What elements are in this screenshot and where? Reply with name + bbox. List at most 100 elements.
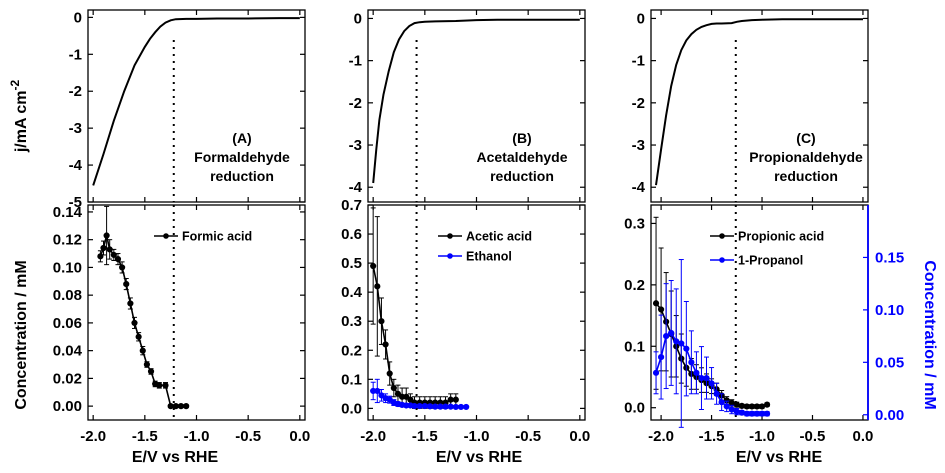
y-tick-label: -3	[69, 120, 82, 137]
data-point	[390, 384, 397, 392]
data-point	[693, 369, 700, 376]
panel-A_top: 0 -1 -2 -3 -4 -5 (A) Formaldehyde reduction	[69, 9, 306, 211]
x-tick-label: -2.0	[648, 428, 674, 445]
panel-B_bottom: -2.0 -1.5 -1.0 -0.5 0.0 0.0 0.1 0.2 0.3 0.4 0.5 0.6…	[341, 197, 590, 445]
y-tick-label: 0	[637, 10, 645, 27]
data-point	[452, 403, 459, 411]
legend-label: Acetic acid	[466, 230, 532, 244]
panel-annotation: Propionaldehyde	[749, 149, 863, 165]
y-tick-label: 0.0	[341, 400, 362, 417]
panel-annotation: Formaldehyde	[194, 149, 290, 165]
data-point	[162, 382, 169, 389]
y-tick-label: 0.7	[341, 197, 362, 214]
data-point	[177, 403, 185, 410]
x-tick-label: -1.0	[464, 428, 490, 445]
legend-marker	[447, 233, 453, 239]
y-tick-label: 0.2	[624, 277, 645, 294]
y-tick-label: 0.1	[341, 371, 362, 388]
y-tick-label: 0.00	[53, 398, 82, 415]
data-point	[119, 264, 126, 271]
x-tick-label: -1.0	[749, 428, 775, 445]
data-point	[426, 403, 434, 410]
data-point	[103, 232, 110, 239]
data-point	[748, 410, 756, 417]
data-point	[374, 283, 381, 290]
y-tick-label: -3	[632, 137, 645, 154]
legend-marker	[719, 233, 725, 239]
panel-C_top: 0 -1 -2 -3 -4 (C) Propionaldehyde reduction	[632, 9, 869, 203]
legend-marker	[719, 257, 725, 263]
panel-annotation: (C)	[796, 130, 815, 146]
y-tick-label: 0.10	[53, 259, 82, 276]
data-point	[416, 402, 423, 410]
legend-marker	[163, 233, 169, 239]
data-point	[123, 280, 130, 288]
data-point	[382, 341, 389, 348]
data-point	[668, 329, 675, 337]
data-point	[763, 401, 771, 408]
x-tick-label: -1.5	[132, 428, 158, 445]
x-tick-label: -1.5	[699, 428, 725, 445]
legend-label: Propionic acid	[738, 230, 824, 244]
data-point	[657, 306, 665, 313]
data-point	[652, 369, 660, 376]
data-point	[394, 390, 402, 397]
data-point	[758, 410, 766, 417]
data-point	[703, 374, 710, 382]
data-point	[447, 396, 454, 403]
y-tick-label: 0.5	[341, 255, 362, 272]
x-tick-label: -2.0	[360, 428, 386, 445]
y-tick-label: 0.14	[53, 204, 83, 221]
data-point	[421, 402, 428, 410]
data-point	[743, 403, 750, 410]
data-point	[127, 300, 134, 307]
data-point	[100, 244, 107, 252]
ylabel-bottom-left: Concentration / mM	[13, 260, 30, 409]
data-point	[172, 403, 179, 410]
data-point	[738, 409, 745, 416]
panel-B_top: 0 -1 -2 -3 -4 (B) Acetaldehyde reduction	[349, 9, 586, 203]
y-tick-label: -5	[69, 194, 82, 211]
data-point	[442, 403, 449, 410]
data-point	[457, 403, 465, 411]
legend-label: Formic acid	[182, 230, 252, 244]
panel-A_bottom: -2.0 -1.5 -1.0 -0.5 0.0 0.00 0.02 0.04 0.06 0.08 0…	[53, 204, 310, 445]
data-point	[758, 403, 766, 410]
data-point	[139, 347, 146, 354]
xlabel-c: E/V vs RHE	[736, 449, 823, 466]
y-tick-label: 0.3	[624, 215, 645, 232]
data-point	[386, 370, 393, 377]
data-point	[147, 368, 155, 375]
legend-label: 1-Propanol	[738, 254, 803, 268]
x-tick-label: -0.5	[235, 428, 261, 445]
data-point	[708, 380, 715, 387]
series-line	[92, 17, 300, 186]
y-tick-label: 0.1	[624, 338, 645, 355]
data-point	[183, 403, 190, 410]
y-tick-label: 0.0	[624, 400, 645, 417]
data-point	[733, 408, 740, 415]
y-tick-label: 0	[354, 10, 362, 27]
data-point	[463, 403, 470, 411]
data-point	[110, 251, 117, 259]
y-tick-label: -1	[349, 53, 362, 70]
y-tick-label: 0.3	[341, 313, 362, 330]
data-point	[683, 345, 690, 352]
data-point	[718, 399, 725, 406]
plot-frame	[650, 9, 869, 203]
y-tick-label: 0.08	[53, 287, 82, 304]
panel-C_bottom: -2.0 -1.5 -1.0 -0.5 0.0 0.0 0.1 0.2 0.3 0.00 0.05 0…	[624, 204, 904, 445]
ylabel-top: j/mA cm-2	[8, 80, 30, 154]
data-point	[374, 387, 381, 395]
x-tick-label: 0.0	[569, 428, 590, 445]
x-tick-label: 0.0	[289, 428, 310, 445]
x-tick-label: 0.0	[853, 428, 874, 445]
y-tick-label: -2	[632, 95, 645, 112]
y-tick-label: -1	[69, 46, 82, 63]
data-point	[378, 318, 385, 325]
y-tick-label: 0.06	[53, 315, 82, 332]
data-point	[156, 382, 163, 389]
x-tick-label: -0.5	[515, 428, 541, 445]
